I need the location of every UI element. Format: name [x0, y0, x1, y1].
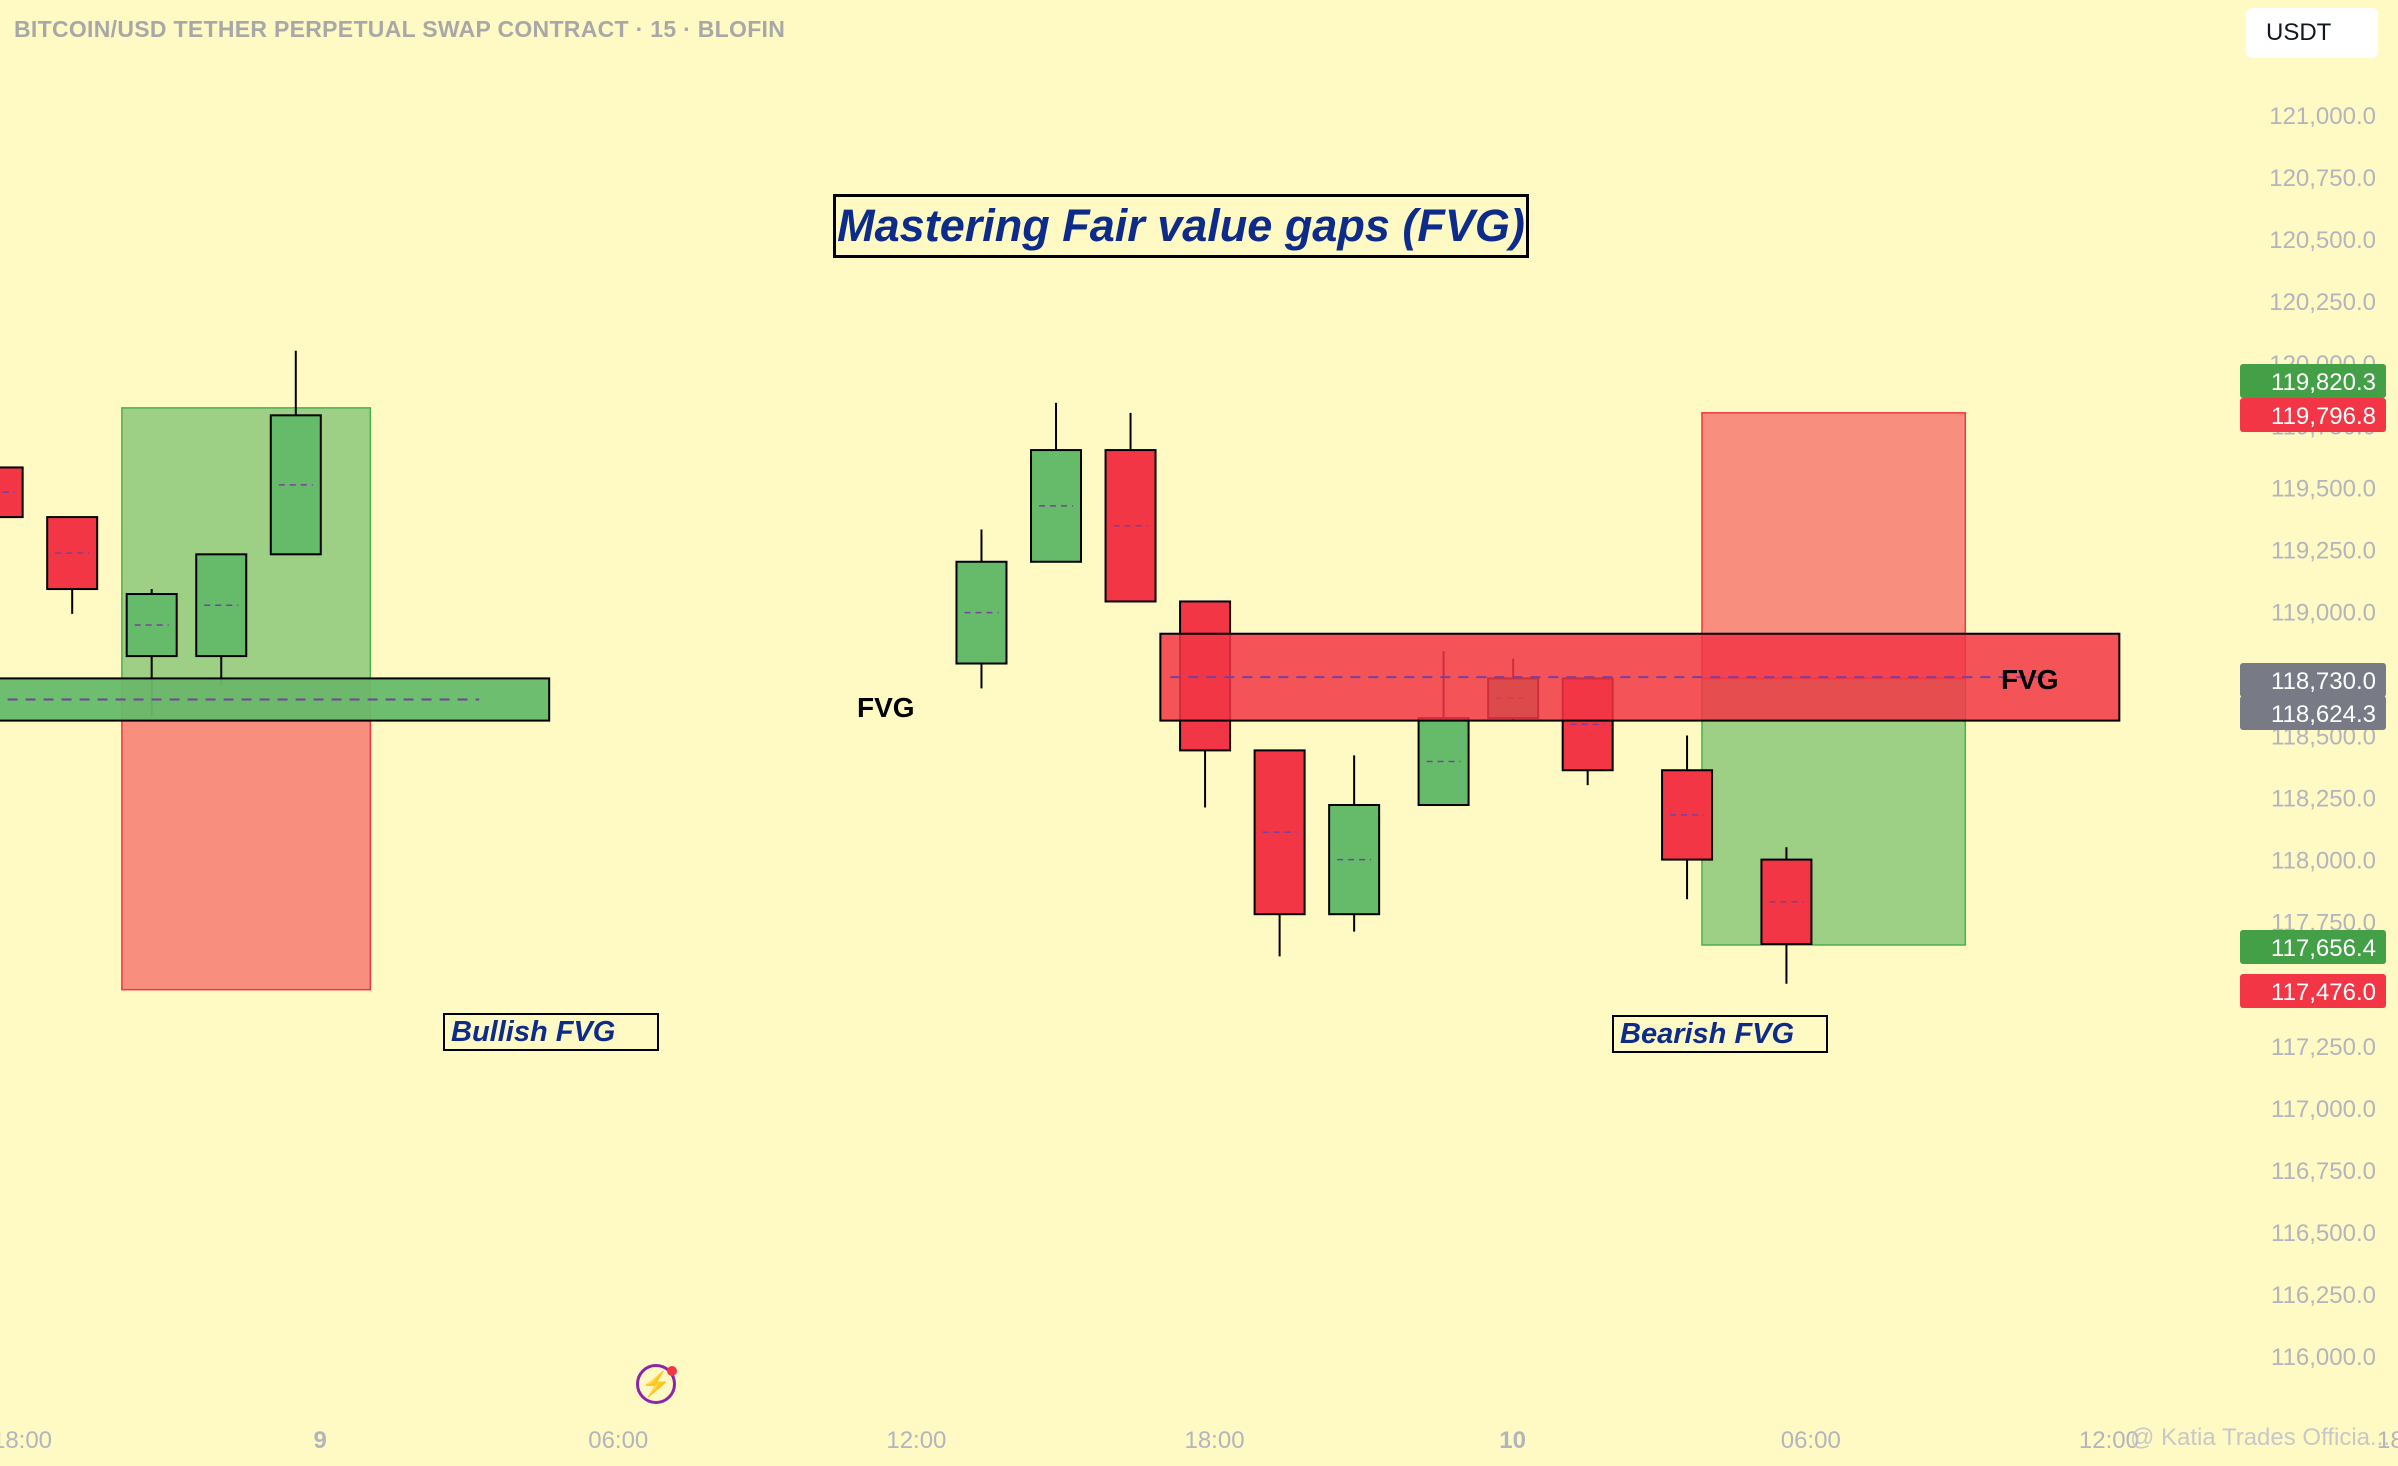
y-tick-label: 116,000.0	[2271, 1344, 2376, 1371]
y-tick-label: 121,000.0	[2269, 103, 2376, 130]
y-tick-label: 119,500.0	[2271, 475, 2376, 502]
y-tick-label: 116,250.0	[2271, 1282, 2376, 1309]
x-tick-label: 18:00	[0, 1427, 52, 1454]
price-badge-label-0: 119,820.3	[2271, 369, 2376, 396]
price-badge-3	[2240, 696, 2386, 730]
y-tick-label: 120,500.0	[2269, 227, 2376, 254]
fvg-right-label: FVG	[2001, 664, 2059, 695]
x-tick-label: 18:00	[1184, 1427, 1244, 1454]
y-tick-label: 120,750.0	[2269, 165, 2376, 192]
x-tick-label: 12:00	[2079, 1427, 2139, 1454]
y-tick-label: 119,250.0	[2271, 537, 2376, 564]
price-badge-label-4: 117,656.4	[2271, 935, 2376, 962]
symbol-title: BITCOIN/USD TETHER PERPETUAL SWAP CONTRA…	[14, 16, 786, 42]
y-tick-label: 119,000.0	[2271, 599, 2376, 626]
y-tick-label: 120,250.0	[2269, 289, 2376, 316]
bullish-stop-zone	[121, 677, 372, 991]
y-tick-label: 118,000.0	[2271, 848, 2376, 875]
x-tick-label: 9	[313, 1427, 326, 1454]
y-tick-label: 118,250.0	[2271, 786, 2376, 813]
x-tick-label: 12:00	[886, 1427, 946, 1454]
lightning-replay-icon[interactable]: ⚡	[636, 1364, 676, 1404]
main-title-text: Mastering Fair value gaps (FVG)	[837, 200, 1525, 251]
fvg-left-label: FVG	[857, 692, 915, 723]
y-tick-label: 116,500.0	[2271, 1220, 2376, 1247]
price-badge-5	[2240, 974, 2386, 1008]
price-badge-2	[2240, 663, 2386, 697]
candle-body-6	[0, 466, 24, 519]
currency-button[interactable]: USDT	[2246, 8, 2378, 58]
bullish-fvg-label: Bullish FVG	[443, 1013, 659, 1051]
x-tick-label: 06:00	[588, 1427, 648, 1454]
y-tick-label: 116,750.0	[2271, 1158, 2376, 1185]
y-tick-label: 117,000.0	[2271, 1096, 2376, 1123]
y-tick-label: 117,250.0	[2271, 1034, 2376, 1061]
bullish-fvg-label-text: Bullish FVG	[451, 1015, 616, 1048]
x-tick-label: 18:00	[2377, 1427, 2398, 1454]
price-badge-0	[2240, 364, 2386, 398]
chart-main-title: Mastering Fair value gaps (FVG)	[833, 194, 1529, 258]
price-badge-label-2: 118,730.0	[2271, 668, 2376, 695]
candle-body-8	[125, 593, 178, 658]
price-badge-4	[2240, 930, 2386, 964]
bearish-fvg-label: Bearish FVG	[1612, 1015, 1828, 1053]
bearish-fvg-label-text: Bearish FVG	[1620, 1017, 1795, 1050]
price-badge-1	[2240, 398, 2386, 432]
notification-dot	[667, 1366, 677, 1376]
price-badge-label-1: 119,796.8	[2271, 403, 2376, 430]
price-badge-label-3: 118,624.3	[2271, 701, 2376, 728]
watermark: @ Katia Trades Officia...	[2129, 1424, 2390, 1451]
x-tick-label: 06:00	[1781, 1427, 1841, 1454]
x-tick-label: 10	[1499, 1427, 1526, 1454]
price-badge-label-5: 117,476.0	[2271, 979, 2376, 1006]
